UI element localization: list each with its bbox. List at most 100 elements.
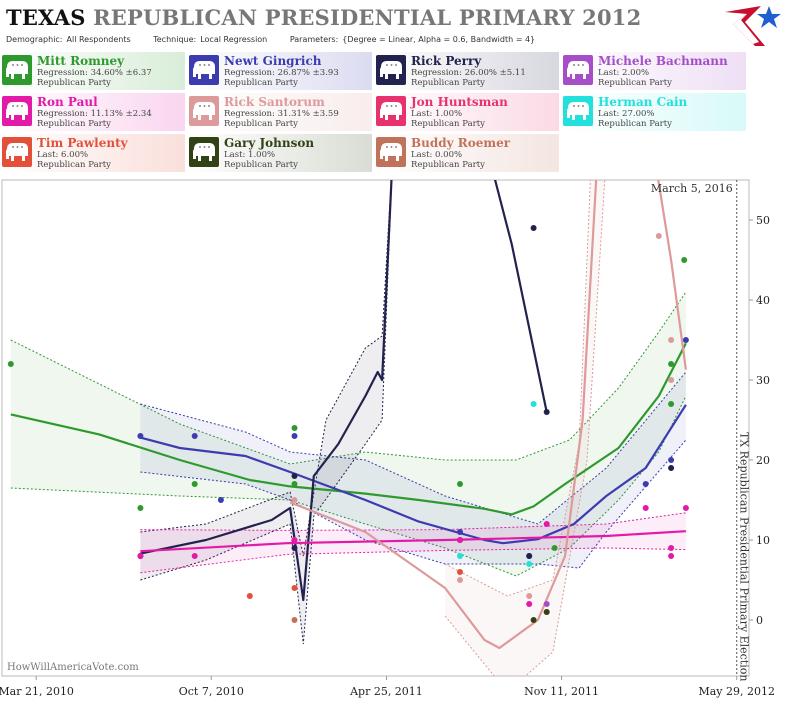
legend-item-newt-gingrich[interactable]: Newt Gingrich Regression: 26.87% ±3.93 Rep… — [187, 52, 372, 90]
confidence-band-newt-gingrich — [140, 372, 686, 568]
legend-item-tim-pawlenty[interactable]: Tim Pawlenty Last: 6.00% Republican Party — [0, 134, 185, 172]
candidate-stat: Last: 27.00% — [598, 109, 655, 119]
candidate-name: Ron Paul — [37, 95, 98, 109]
candidate-stat: Regression: 11.13% ±2.34 — [37, 109, 152, 119]
candidate-name: Michele Bachmann — [598, 54, 728, 68]
trend-line-ron-paul — [140, 530, 686, 553]
candidate-name: Rick Santorum — [224, 95, 325, 109]
candidate-name: Mitt Romney — [37, 54, 125, 68]
date-label: March 5, 2016 — [651, 182, 733, 195]
data-point-buddy-roemer — [291, 617, 298, 623]
data-point-mitt-romney — [668, 401, 675, 407]
site-logo-icon — [721, 2, 783, 48]
data-point-herman-cain — [457, 553, 463, 559]
trend-line-rick-perry — [493, 180, 548, 413]
data-point-mitt-romney — [668, 361, 675, 367]
trend-line-rick-perry — [140, 180, 393, 602]
data-point-ron-paul — [291, 537, 298, 543]
data-point-rick-santorum — [655, 233, 662, 239]
data-point-rick-perry — [668, 465, 675, 471]
data-point-mitt-romney — [291, 481, 298, 487]
data-point-rick-perry — [291, 473, 298, 479]
lower-bound-ron-paul — [140, 547, 686, 574]
data-point-michele-bachmann — [543, 601, 550, 607]
x-tick-label: Oct 7, 2010 — [179, 685, 244, 698]
lower-bound-mitt-romney — [10, 395, 687, 577]
candidate-stat: Last: 1.00% — [224, 150, 276, 160]
candidate-party: Republican Party — [37, 119, 111, 129]
data-point-newt-gingrich — [191, 433, 198, 439]
candidate-stat: Last: 6.00% — [37, 150, 89, 160]
data-point-herman-cain — [526, 561, 533, 567]
elephant-icon — [2, 55, 32, 85]
y-tick-label: 20 — [756, 454, 770, 467]
chart-area: TX Republican Presidential Primary Elect… — [0, 178, 789, 704]
parameters-label: Parameters: — [289, 35, 339, 44]
candidate-stat: Regression: 26.87% ±3.93 — [224, 68, 339, 78]
candidate-stat: Last: 2.00% — [598, 68, 650, 78]
legend-item-gary-johnson[interactable]: Gary Johnson Last: 1.00% Republican Party — [187, 134, 372, 172]
y-tick-label: 0 — [756, 614, 763, 627]
upper-bound-mitt-romney — [10, 291, 687, 465]
data-point-herman-cain — [530, 401, 537, 407]
elephant-icon — [376, 55, 406, 85]
data-point-mitt-romney — [551, 545, 558, 551]
watermark: HowWillAmericaVote.com — [7, 662, 139, 673]
title-state: TEXAS — [6, 5, 86, 30]
election-label: TX Republican Presidential Primary Elect… — [738, 432, 751, 681]
data-point-mitt-romney — [191, 481, 198, 487]
upper-bound-newt-gingrich — [140, 371, 687, 525]
candidate-party: Republican Party — [224, 160, 298, 170]
data-point-ron-paul — [526, 601, 533, 607]
data-point-tim-pawlenty — [457, 569, 463, 575]
data-point-ron-paul — [543, 521, 550, 527]
candidate-stat: Regression: 31.31% ±3.59 — [224, 109, 339, 119]
legend-item-mitt-romney[interactable]: Mitt Romney Regression: 34.60% ±6.37 Repub… — [0, 52, 185, 90]
data-point-ron-paul — [642, 505, 649, 511]
data-point-mitt-romney — [7, 361, 14, 367]
x-tick-label: Mar 21, 2010 — [0, 685, 74, 698]
demographic-value: All Respondents — [66, 35, 131, 44]
confidence-band-rick-perry — [140, 180, 392, 644]
legend-item-buddy-roemer[interactable]: Buddy Roemer Last: 0.00% Republican Party — [374, 134, 559, 172]
legend-item-rick-perry[interactable]: Rick Perry Regression: 26.00% ±5.11 Republ… — [374, 52, 559, 90]
legend-item-herman-cain[interactable]: Herman Cain Last: 27.00% Republican Party — [561, 93, 746, 131]
candidate-name: Jon Huntsman — [411, 95, 508, 109]
data-point-mitt-romney — [291, 425, 298, 431]
legend-item-michele-bachmann[interactable]: Michele Bachmann Last: 2.00% Republican Pa… — [561, 52, 746, 90]
data-point-mitt-romney — [457, 481, 463, 487]
data-point-newt-gingrich — [137, 433, 144, 439]
elephant-icon — [376, 96, 406, 126]
data-point-gary-johnson — [543, 609, 550, 615]
elephant-icon — [189, 137, 219, 167]
data-point-tim-pawlenty — [291, 585, 298, 591]
data-point-newt-gingrich — [291, 433, 298, 439]
data-point-ron-paul — [668, 553, 675, 559]
x-tick-label: Nov 11, 2011 — [524, 685, 599, 698]
candidate-party: Republican Party — [598, 78, 672, 88]
candidate-party: Republican Party — [411, 119, 485, 129]
legend-item-jon-huntsman[interactable]: Jon Huntsman Last: 1.00% Republican Party — [374, 93, 559, 131]
upper-bound-rick-perry — [140, 180, 392, 557]
data-point-rick-santorum — [291, 497, 298, 503]
data-point-ron-paul — [457, 537, 463, 543]
title-race: REPUBLICAN PRESIDENTIAL PRIMARY 2012 — [93, 5, 642, 30]
plot-layer — [7, 180, 689, 676]
plot-frame — [1, 179, 750, 677]
trend-line-rick-santorum — [289, 180, 598, 650]
candidate-party: Republican Party — [598, 119, 672, 129]
elephant-icon — [376, 137, 406, 167]
data-point-newt-gingrich — [668, 457, 675, 463]
upper-bound-rick-santorum — [444, 180, 591, 597]
data-point-newt-gingrich — [457, 529, 463, 535]
x-tick-label: May 29, 2012 — [698, 685, 775, 698]
legend-item-ron-paul[interactable]: Ron Paul Regression: 11.13% ±2.34 Republic… — [0, 93, 185, 131]
y-tick-label: 50 — [756, 214, 770, 227]
data-point-rick-perry — [530, 225, 537, 231]
elephant-icon — [2, 137, 32, 167]
elephant-icon — [563, 55, 593, 85]
candidate-party: Republican Party — [411, 160, 485, 170]
data-point-rick-santorum — [457, 577, 463, 583]
x-tick-label: Apr 25, 2011 — [349, 685, 423, 698]
legend-item-rick-santorum[interactable]: Rick Santorum Regression: 31.31% ±3.59 Rep… — [187, 93, 372, 131]
